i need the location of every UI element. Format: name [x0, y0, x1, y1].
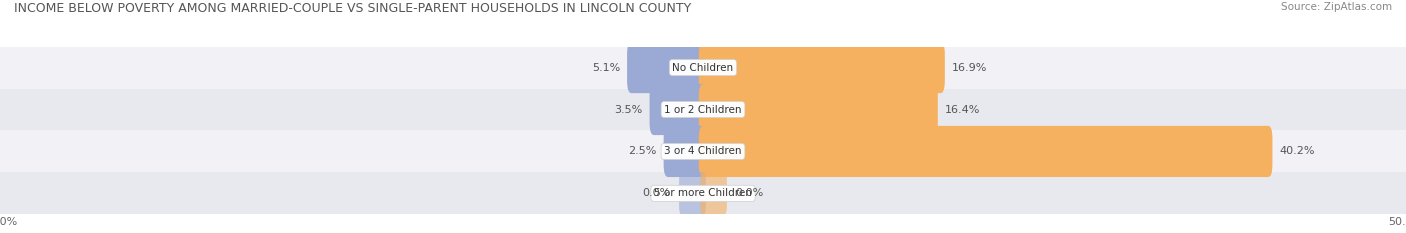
- Bar: [0, 130, 1406, 172]
- Text: Source: ZipAtlas.com: Source: ZipAtlas.com: [1281, 2, 1392, 12]
- FancyBboxPatch shape: [699, 126, 1272, 177]
- FancyBboxPatch shape: [679, 172, 706, 215]
- Text: 5 or more Children: 5 or more Children: [654, 188, 752, 198]
- FancyBboxPatch shape: [699, 84, 938, 135]
- Text: 3.5%: 3.5%: [614, 105, 643, 114]
- FancyBboxPatch shape: [700, 172, 727, 215]
- Text: 5.1%: 5.1%: [592, 63, 620, 72]
- Text: 40.2%: 40.2%: [1279, 147, 1315, 156]
- Text: 0.0%: 0.0%: [735, 188, 763, 198]
- Bar: [0, 47, 1406, 89]
- Text: 16.9%: 16.9%: [952, 63, 987, 72]
- Bar: [0, 172, 1406, 214]
- FancyBboxPatch shape: [627, 42, 707, 93]
- FancyBboxPatch shape: [650, 84, 707, 135]
- Bar: [0, 89, 1406, 130]
- Text: INCOME BELOW POVERTY AMONG MARRIED-COUPLE VS SINGLE-PARENT HOUSEHOLDS IN LINCOLN: INCOME BELOW POVERTY AMONG MARRIED-COUPL…: [14, 2, 692, 15]
- Text: 2.5%: 2.5%: [628, 147, 657, 156]
- Text: 0.0%: 0.0%: [643, 188, 671, 198]
- Text: 1 or 2 Children: 1 or 2 Children: [664, 105, 742, 114]
- FancyBboxPatch shape: [664, 126, 707, 177]
- Text: 16.4%: 16.4%: [945, 105, 980, 114]
- Text: 3 or 4 Children: 3 or 4 Children: [664, 147, 742, 156]
- Text: No Children: No Children: [672, 63, 734, 72]
- FancyBboxPatch shape: [699, 42, 945, 93]
